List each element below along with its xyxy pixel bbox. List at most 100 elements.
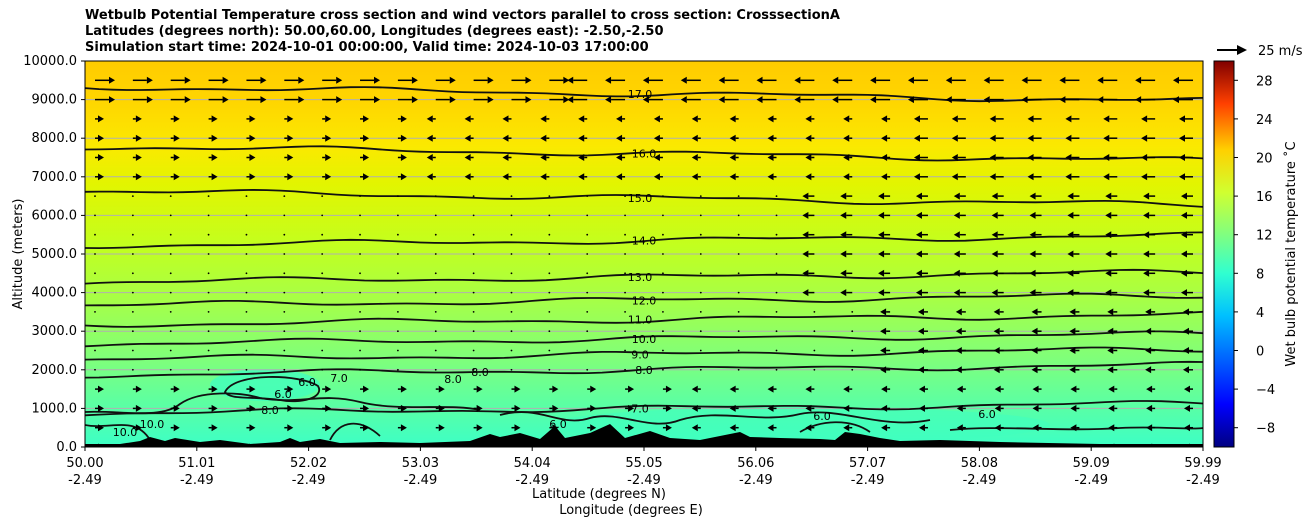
wind-arrow-head	[400, 385, 407, 393]
wind-arrow-dot	[472, 214, 475, 217]
wind-arrow-head	[476, 404, 483, 412]
y-axis-label: Altitude (meters)	[11, 199, 26, 310]
wind-arrow-head	[1027, 154, 1034, 161]
wind-arrow-dot	[510, 311, 513, 313]
wind-arrow-dot	[94, 330, 96, 333]
wind-arrow-head	[802, 211, 809, 219]
wind-arrow-head	[540, 173, 547, 181]
contour-line	[85, 346, 1203, 361]
colorbar-tick-label: 12	[1256, 229, 1273, 244]
wind-arrow-head	[1105, 289, 1112, 297]
wind-arrow-head	[563, 96, 570, 104]
wind-arrow-dot	[396, 233, 399, 236]
wind-arrow-dot	[283, 233, 286, 236]
wind-arrow-head	[1184, 404, 1190, 412]
wind-arrow-head	[426, 154, 433, 161]
wind-arrow-head	[756, 76, 763, 84]
wind-arrow-head	[840, 211, 847, 219]
wind-arrow-dot	[94, 311, 96, 313]
wind-arrow-dot	[851, 368, 854, 371]
wind-arrow-head	[363, 173, 370, 181]
contour-label-low: 8.0	[471, 366, 489, 379]
wind-arrow-dot	[169, 195, 172, 198]
wind-arrow-head	[832, 96, 839, 104]
wind-arrow-dot	[548, 214, 551, 217]
contour-line	[85, 231, 1203, 250]
wind-arrow-dot	[434, 349, 437, 352]
wind-arrow-dot	[434, 253, 437, 255]
chart-title: Wetbulb Potential Temperature cross sect…	[85, 8, 840, 56]
wind-arrow-head	[135, 424, 142, 432]
wind-arrow-head	[951, 115, 958, 123]
wind-arrow-head	[642, 96, 649, 104]
wind-arrow-dot	[510, 330, 513, 333]
wind-arrow-head	[1145, 366, 1152, 374]
wind-arrow-head	[840, 269, 847, 277]
wind-arrow-dot	[359, 311, 361, 313]
contour-label: 9.0	[631, 348, 649, 361]
colorbar: −8 −4 0 4 8 12 16 20 24 28 Wet bulb potential tem…	[1213, 60, 1299, 448]
contour-label-low: 6.0	[813, 410, 831, 423]
wind-arrow-head	[298, 76, 305, 84]
wind-arrow-head	[287, 424, 294, 432]
wind-arrow-head	[400, 404, 407, 412]
wind-arrow-dot	[510, 233, 513, 236]
wind-arrow-head	[1184, 385, 1190, 393]
wind-arrow-head	[540, 115, 547, 123]
wind-arrow-head	[945, 96, 952, 104]
wind-arrow-dot	[94, 195, 96, 198]
wind-arrow-head	[917, 308, 924, 316]
wind-arrow-head	[502, 154, 509, 161]
contour-line-low	[799, 421, 871, 433]
wind-arrow-dot	[548, 272, 551, 275]
wind-arrow-dot	[131, 330, 134, 333]
wind-arrow-head	[913, 115, 920, 123]
wind-arrow-dot	[131, 291, 134, 294]
wind-arrow-dot	[169, 368, 172, 371]
wind-arrow-head	[211, 134, 218, 142]
wind-arrow-dot	[699, 368, 702, 371]
x-tick-label-longitude: -2.49	[963, 473, 997, 488]
wind-arrow-head	[1065, 173, 1072, 181]
wind-arrow-head	[880, 308, 887, 316]
wind-arrow-head	[1067, 289, 1074, 297]
wind-arrow-head	[1183, 347, 1189, 354]
wind-arrow-head	[1031, 366, 1038, 374]
wind-arrow-head	[400, 134, 407, 142]
x-tick-label-latitude: 53.03	[402, 456, 439, 471]
wind-arrow-head	[135, 154, 142, 161]
wind-arrow-head	[249, 385, 256, 393]
wind-arrow-head	[881, 424, 888, 432]
wind-arrow-head	[953, 192, 960, 200]
wind-arrow-dot	[775, 253, 778, 255]
wind-arrow-head	[729, 173, 736, 181]
wind-arrow-head	[1031, 308, 1038, 316]
contour-label-low: 10.0	[140, 418, 165, 431]
wind-arrow-head	[1143, 192, 1150, 200]
wind-arrow-head	[878, 211, 885, 219]
contour-label: 10.0	[632, 333, 657, 346]
wind-arrow-head	[665, 424, 672, 432]
wind-arrow-head	[915, 231, 922, 239]
wind-arrow-dot	[321, 195, 324, 198]
wind-arrow-dot	[94, 272, 96, 275]
wind-arrow-head	[691, 154, 698, 161]
wind-arrow-dot	[775, 291, 778, 294]
wind-arrow-dot	[624, 368, 626, 371]
contour-label: 7.0	[631, 402, 649, 415]
wind-arrow-dot	[775, 195, 778, 198]
x-tick-label-longitude: -2.49	[292, 473, 326, 488]
colorbar-tick-label: 20	[1256, 152, 1273, 167]
wind-arrow-head	[363, 424, 370, 432]
wind-arrow-dot	[624, 349, 626, 352]
wind-arrow-head	[449, 76, 456, 84]
contour-label-low: 8.0	[444, 373, 462, 386]
wind-arrow-head	[1146, 385, 1153, 393]
wind-arrow-head	[1181, 289, 1187, 297]
wind-arrow-head	[1181, 211, 1187, 219]
wind-arrow-head	[953, 289, 960, 297]
wind-arrow-head	[881, 154, 888, 161]
wind-arrow-head	[1183, 308, 1189, 316]
wind-arrow-head	[756, 96, 763, 104]
